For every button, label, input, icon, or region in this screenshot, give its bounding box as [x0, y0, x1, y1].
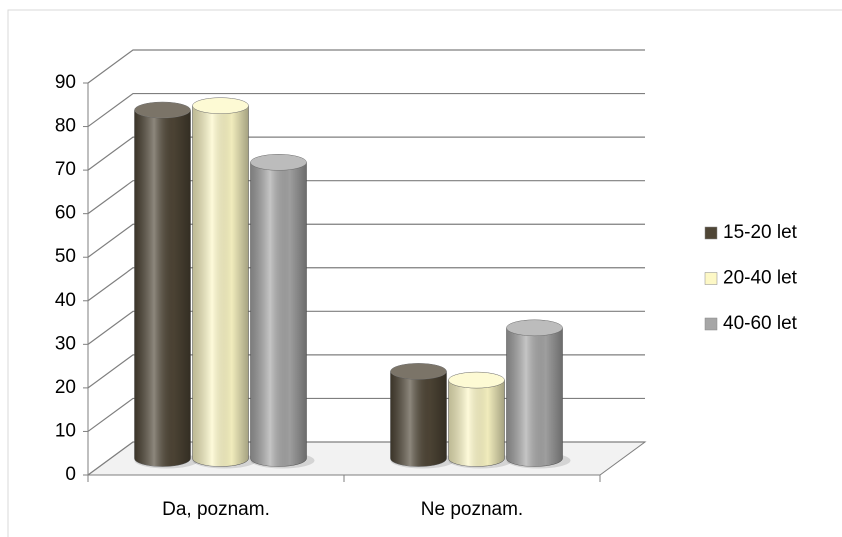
- y-tick-label: 80: [55, 116, 76, 137]
- y-tick-label: 50: [55, 246, 76, 267]
- bar-top-shading: [448, 372, 505, 389]
- legend-swatch: [704, 226, 718, 240]
- legend-label: 20-40 let: [723, 268, 798, 289]
- bar-top: [390, 363, 447, 380]
- bar-top-shading: [192, 97, 249, 114]
- legend-swatch: [704, 272, 718, 285]
- grid-line: [87, 180, 645, 215]
- bar-top-shading: [390, 363, 447, 380]
- bar-top: [134, 101, 191, 119]
- bar-top: [192, 97, 249, 114]
- bar-shading: [192, 105, 249, 467]
- grid-line: [87, 354, 645, 389]
- bar-top-shading: [506, 319, 563, 336]
- x-tick-label: Ne poznam.: [421, 499, 523, 520]
- grid-line: [87, 49, 645, 84]
- y-tick-label: 60: [55, 203, 76, 224]
- bar-top-shading: [134, 102, 191, 119]
- bar-top: [448, 371, 505, 389]
- bar-top-shading: [250, 154, 307, 171]
- grid-line: [87, 136, 645, 171]
- y-tick-label: 20: [55, 377, 76, 398]
- bar-top: [506, 319, 563, 337]
- y-tick-label: 30: [55, 333, 76, 354]
- grid-line: [87, 310, 645, 345]
- bar-shading: [448, 380, 505, 467]
- chart-frame: [7, 9, 842, 537]
- bar-shading: [506, 327, 563, 467]
- legend-label: 40-60 let: [723, 313, 798, 334]
- x-tick-label: Da, poznam.: [162, 499, 270, 520]
- y-tick-label: 40: [55, 290, 76, 311]
- bar-shading: [250, 162, 307, 467]
- bar-shading: [390, 371, 447, 467]
- y-tick-label: 90: [55, 72, 76, 93]
- legend-label: 15-20 let: [723, 222, 798, 243]
- grid-line: [87, 223, 645, 258]
- y-tick-label: 0: [65, 464, 76, 485]
- y-tick-label: 10: [55, 420, 76, 441]
- legend-swatch: [704, 317, 718, 331]
- bar-shading: [134, 110, 191, 467]
- grid-line: [87, 92, 645, 128]
- bar-top: [250, 154, 307, 171]
- y-tick-label: 70: [55, 159, 76, 180]
- grid-line: [87, 267, 645, 302]
